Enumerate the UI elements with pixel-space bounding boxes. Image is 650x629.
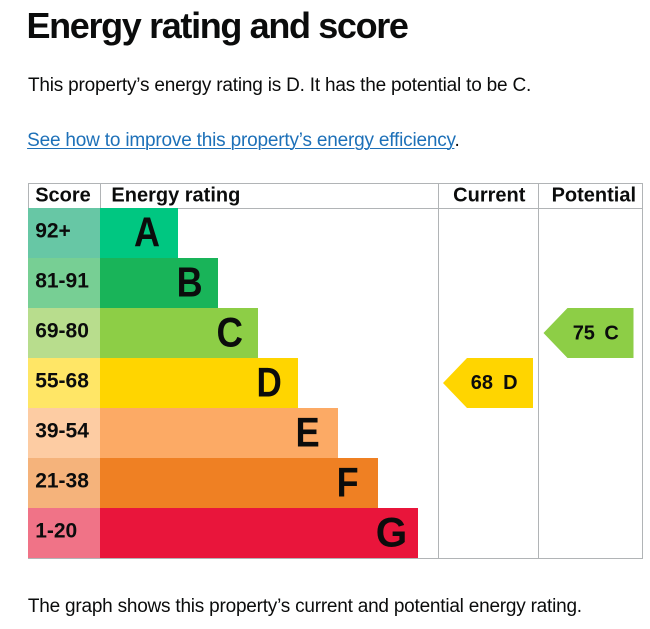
svg-text:55-68: 55-68 bbox=[35, 369, 89, 392]
svg-text:92+: 92+ bbox=[35, 219, 71, 242]
svg-text:C: C bbox=[217, 308, 244, 355]
svg-text:1-20: 1-20 bbox=[35, 519, 77, 542]
svg-text:F: F bbox=[337, 458, 359, 505]
svg-text:68: 68 bbox=[471, 371, 493, 393]
svg-text:Energy rating: Energy rating bbox=[111, 184, 240, 206]
svg-text:A: A bbox=[134, 208, 160, 255]
svg-text:B: B bbox=[177, 258, 203, 305]
svg-text:39-54: 39-54 bbox=[35, 419, 89, 442]
svg-text:Current: Current bbox=[453, 184, 526, 206]
svg-text:81-91: 81-91 bbox=[35, 269, 89, 292]
svg-text:75: 75 bbox=[573, 322, 595, 344]
svg-text:E: E bbox=[296, 408, 320, 455]
svg-text:D: D bbox=[257, 358, 282, 405]
svg-text:C: C bbox=[604, 322, 618, 344]
svg-text:Score: Score bbox=[35, 184, 91, 206]
svg-text:D: D bbox=[503, 371, 517, 393]
svg-text:G: G bbox=[376, 508, 408, 555]
svg-text:69-80: 69-80 bbox=[35, 319, 89, 342]
svg-text:21-38: 21-38 bbox=[35, 469, 89, 492]
svg-text:Potential: Potential bbox=[552, 184, 636, 206]
